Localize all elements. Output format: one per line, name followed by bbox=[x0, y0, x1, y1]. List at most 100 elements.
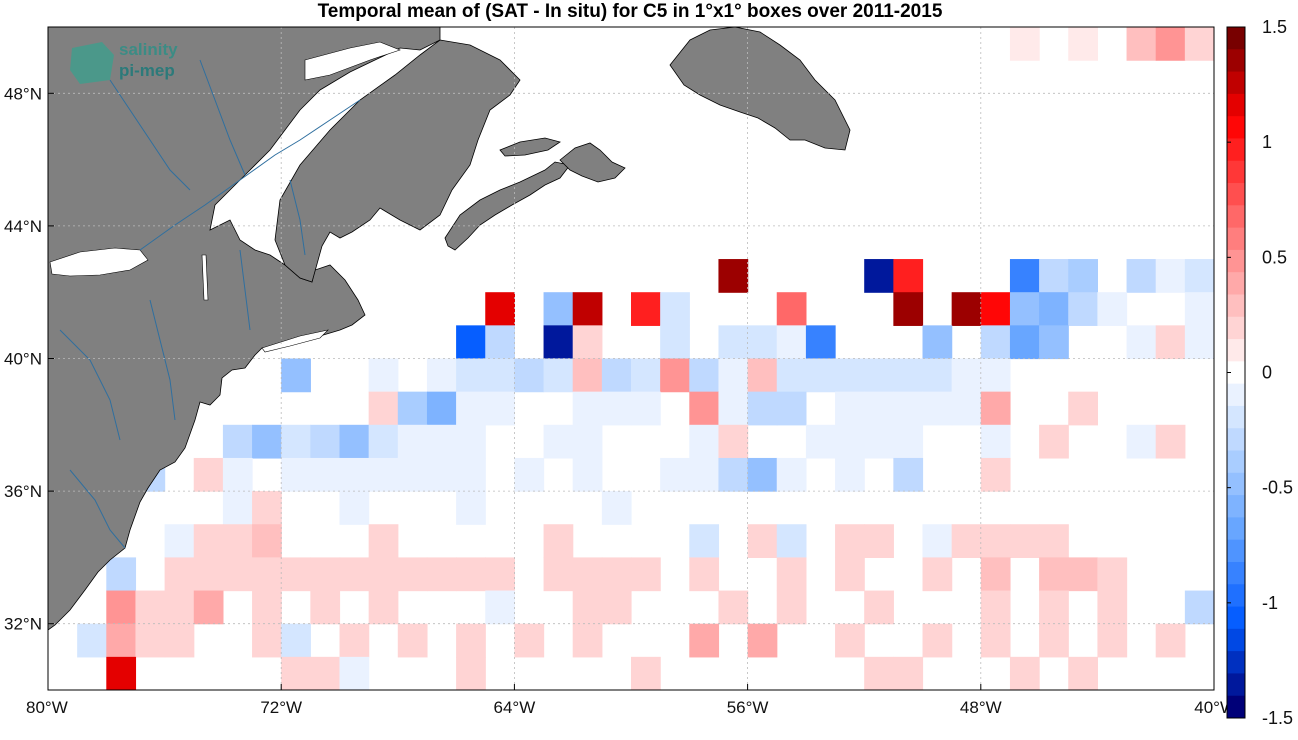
heatmap-cell bbox=[485, 325, 515, 360]
heatmap-cell bbox=[922, 557, 953, 592]
heatmap-cell bbox=[1068, 27, 1098, 61]
heatmap-cell bbox=[631, 292, 661, 326]
heatmap-cell bbox=[864, 656, 894, 690]
heatmap-cell bbox=[1039, 292, 1069, 326]
heatmap-cell bbox=[397, 424, 428, 459]
heatmap-cell bbox=[1039, 259, 1069, 293]
heatmap-cell bbox=[689, 424, 720, 459]
heatmap-cell bbox=[310, 424, 341, 459]
x-tick-label: 64°W bbox=[494, 698, 536, 717]
colorbar-band bbox=[1227, 160, 1245, 184]
heatmap-cell bbox=[805, 424, 836, 459]
map-area bbox=[48, 27, 1214, 690]
heatmap-cell bbox=[426, 457, 457, 492]
colorbar-tick-label: 1.5 bbox=[1262, 17, 1287, 37]
heatmap-cell bbox=[689, 391, 720, 426]
heatmap-cell bbox=[310, 457, 341, 492]
land-mass bbox=[48, 27, 851, 631]
heatmap-cell bbox=[339, 557, 370, 592]
heatmap-cell bbox=[980, 590, 1011, 625]
colorbar-band bbox=[1227, 539, 1245, 563]
colorbar-band bbox=[1227, 561, 1245, 585]
y-axis-ticks: 32°N 36°N 40°N 44°N 48°N bbox=[4, 84, 54, 634]
heatmap-cell bbox=[252, 491, 282, 525]
heatmap-cell bbox=[310, 590, 341, 625]
heatmap-cell bbox=[1155, 325, 1186, 360]
heatmap-cell bbox=[922, 325, 953, 360]
heatmap-cell bbox=[980, 623, 1011, 658]
colorbar-band bbox=[1227, 517, 1245, 541]
lake-ontario bbox=[49, 247, 149, 277]
heatmap-cell bbox=[835, 524, 865, 558]
heatmap-cell bbox=[776, 457, 807, 492]
heatmap-cell bbox=[1009, 524, 1040, 558]
heatmap-cell bbox=[485, 391, 515, 426]
heatmap-cell bbox=[514, 623, 545, 658]
heatmap-cell bbox=[1068, 391, 1098, 426]
heatmap-cell bbox=[1068, 259, 1098, 293]
heatmap-cell bbox=[893, 292, 924, 326]
heatmap-cell bbox=[922, 358, 953, 393]
heatmap-cell bbox=[718, 457, 749, 492]
heatmap-cell bbox=[776, 590, 807, 625]
heatmap-cell bbox=[456, 457, 486, 492]
newfoundland bbox=[669, 27, 851, 151]
heatmap-cell bbox=[193, 457, 224, 492]
heatmap-cell bbox=[281, 424, 311, 459]
heatmap-cell bbox=[397, 457, 428, 492]
colorbar-band bbox=[1227, 383, 1245, 407]
heatmap-cell bbox=[718, 590, 749, 625]
heatmap-cell bbox=[631, 358, 661, 393]
river-f bbox=[239, 249, 251, 331]
river-b bbox=[199, 59, 246, 176]
gulf-st-lawrence-mouth bbox=[304, 41, 401, 81]
heatmap-cell bbox=[426, 424, 457, 459]
heatmap-cell bbox=[426, 358, 457, 393]
heatmap-cell bbox=[222, 557, 253, 592]
colorbar-band bbox=[1227, 472, 1245, 496]
heatmap-cell bbox=[310, 656, 341, 690]
heatmap-cell bbox=[456, 557, 486, 592]
logo-line1: salinity bbox=[119, 40, 178, 59]
lake-champlain bbox=[201, 254, 209, 301]
heatmap-cell bbox=[572, 557, 603, 592]
heatmap-cell bbox=[339, 656, 370, 690]
colorbar-tick-label: -1 bbox=[1262, 593, 1278, 613]
colorbar-band bbox=[1227, 227, 1245, 251]
heatmap-cell bbox=[689, 623, 720, 658]
heatmap-cell bbox=[1155, 27, 1186, 61]
heatmap-cell bbox=[893, 358, 924, 393]
heatmap-cell bbox=[747, 457, 778, 492]
heatmap-cell bbox=[543, 292, 574, 326]
heatmap-cell bbox=[689, 557, 720, 592]
heatmap-cell bbox=[980, 524, 1011, 558]
heatmap-cell bbox=[689, 358, 720, 393]
heatmap-cell bbox=[1184, 590, 1214, 625]
heatmap-cell bbox=[776, 358, 807, 393]
heatmap-cell bbox=[1097, 292, 1128, 326]
heatmap-cell bbox=[776, 557, 807, 592]
heatmap-cell bbox=[893, 259, 924, 293]
heatmap-cell bbox=[1039, 623, 1069, 658]
heatmap-cell bbox=[135, 590, 166, 625]
heatmap-cell bbox=[252, 623, 282, 658]
logo: salinity pi-mep bbox=[70, 40, 178, 84]
heatmap-cell bbox=[397, 557, 428, 592]
heatmap-cell bbox=[572, 292, 603, 326]
heatmap-cell bbox=[601, 391, 632, 426]
heatmap-cell bbox=[980, 325, 1011, 360]
y-tick-label: 40°N bbox=[4, 350, 42, 369]
x-tick-label: 48°W bbox=[960, 698, 1002, 717]
heatmap-cell bbox=[1009, 325, 1040, 360]
heatmap-cell bbox=[631, 391, 661, 426]
x-tick-label: 72°W bbox=[260, 698, 302, 717]
heatmap-cell bbox=[339, 491, 370, 525]
heatmap-cell bbox=[601, 358, 632, 393]
heatmap-cell bbox=[572, 325, 603, 360]
heatmap-cell bbox=[339, 623, 370, 658]
heatmap-cell bbox=[1009, 27, 1040, 61]
cape-breton bbox=[559, 142, 626, 183]
heatmap-cell bbox=[456, 656, 486, 690]
heatmap-cell bbox=[1039, 524, 1069, 558]
colorbar-band bbox=[1227, 584, 1245, 608]
